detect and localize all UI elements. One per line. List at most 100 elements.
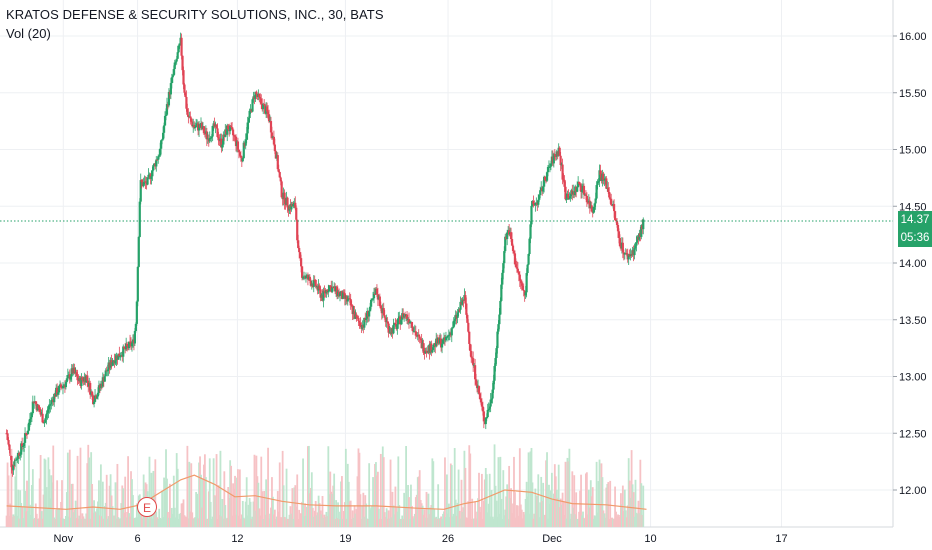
volume-bar xyxy=(322,517,325,527)
candle-body xyxy=(38,408,41,413)
volume-bar xyxy=(55,509,58,527)
candle-body xyxy=(160,140,163,149)
candle-body xyxy=(509,232,513,240)
volume-bar xyxy=(165,449,167,527)
candle-body xyxy=(208,137,211,142)
volume-bar xyxy=(380,519,383,527)
volume-bar xyxy=(31,469,34,527)
candle-body xyxy=(25,433,29,435)
volume-bar xyxy=(362,492,365,527)
volume-bar xyxy=(21,506,24,527)
candle-body xyxy=(341,292,345,299)
candle-body xyxy=(95,396,99,399)
candle-body xyxy=(20,443,23,455)
volume-bar xyxy=(302,458,304,527)
volume-bar xyxy=(443,511,445,527)
candle-body xyxy=(183,84,186,93)
volume-bar xyxy=(17,489,20,527)
volume-bar xyxy=(541,500,544,527)
volume-bar xyxy=(250,518,253,527)
candle-body xyxy=(432,347,435,350)
volume-bar xyxy=(238,515,240,527)
candle-body xyxy=(474,365,477,380)
volume-bar xyxy=(56,480,59,527)
volume-bar xyxy=(363,516,366,527)
volume-bar xyxy=(605,487,608,527)
volume-bar xyxy=(583,517,585,527)
volume-bar xyxy=(493,444,496,527)
volume-bar xyxy=(324,516,327,527)
volume-bar xyxy=(547,518,549,527)
volume-bar xyxy=(430,505,433,527)
volume-bar xyxy=(213,495,216,527)
candle-body xyxy=(488,406,491,409)
volume-bar xyxy=(463,450,466,527)
y-tick-label: 12.00 xyxy=(899,485,927,497)
volume-bar xyxy=(323,514,326,527)
volume-bar xyxy=(81,513,84,527)
candle-body xyxy=(479,399,483,403)
candle-body xyxy=(423,352,426,354)
candle-body xyxy=(21,443,24,447)
volume-bar xyxy=(267,447,269,527)
candle-body xyxy=(28,418,32,423)
candle-body xyxy=(276,155,279,170)
volume-bar xyxy=(415,494,418,527)
candle-body xyxy=(195,125,198,128)
volume-bar xyxy=(581,515,583,527)
candle-body xyxy=(453,319,456,321)
volume-bar xyxy=(452,513,455,527)
volume-bar xyxy=(26,480,28,527)
candle-body xyxy=(227,125,230,130)
candle-body xyxy=(519,280,522,284)
volume-bar xyxy=(111,506,114,527)
volume-bar xyxy=(51,482,54,527)
volume-bar xyxy=(97,501,99,527)
volume-bar xyxy=(590,496,593,527)
volume-bar xyxy=(469,453,472,527)
candle-body xyxy=(359,322,362,326)
candle-body xyxy=(615,220,619,225)
volume-bar xyxy=(175,453,178,527)
volume-bar xyxy=(209,501,212,527)
volume-bar xyxy=(574,514,577,527)
candle-body xyxy=(248,110,251,119)
last-price-label: 14.37 xyxy=(898,211,932,229)
volume-bar xyxy=(312,516,315,527)
volume-bar xyxy=(203,454,206,527)
candle-body xyxy=(64,381,67,388)
candle-body xyxy=(254,91,257,99)
candle-body xyxy=(177,45,180,53)
volume-bar xyxy=(263,491,266,527)
candle-body xyxy=(91,391,94,396)
volume-bar xyxy=(218,515,221,527)
candle-body xyxy=(23,433,27,443)
earnings-event-marker[interactable]: E xyxy=(137,497,157,517)
candle-body xyxy=(9,450,12,457)
volume-bar xyxy=(522,511,525,527)
volume-bar xyxy=(252,501,255,527)
volume-bar xyxy=(576,518,579,527)
volume-bar xyxy=(591,487,594,527)
volume-bar xyxy=(338,518,340,527)
candle-body xyxy=(576,187,579,192)
volume-bar xyxy=(271,477,273,527)
volume-bar xyxy=(234,475,236,527)
volume-bar xyxy=(48,469,51,527)
candle-body xyxy=(178,43,181,46)
volume-bar xyxy=(636,514,639,527)
volume-bar xyxy=(203,464,205,527)
candle-body xyxy=(407,319,411,323)
volume-bar xyxy=(631,484,634,527)
volume-bar xyxy=(289,506,292,527)
candle-body xyxy=(461,299,464,305)
volume-bar xyxy=(448,517,451,527)
candle-body xyxy=(318,285,321,290)
candle-body xyxy=(481,406,484,412)
candle-body xyxy=(558,147,561,156)
candle-body xyxy=(300,258,303,267)
candle-body xyxy=(387,323,390,333)
volume-bar xyxy=(47,457,50,527)
candle-body xyxy=(579,185,583,192)
